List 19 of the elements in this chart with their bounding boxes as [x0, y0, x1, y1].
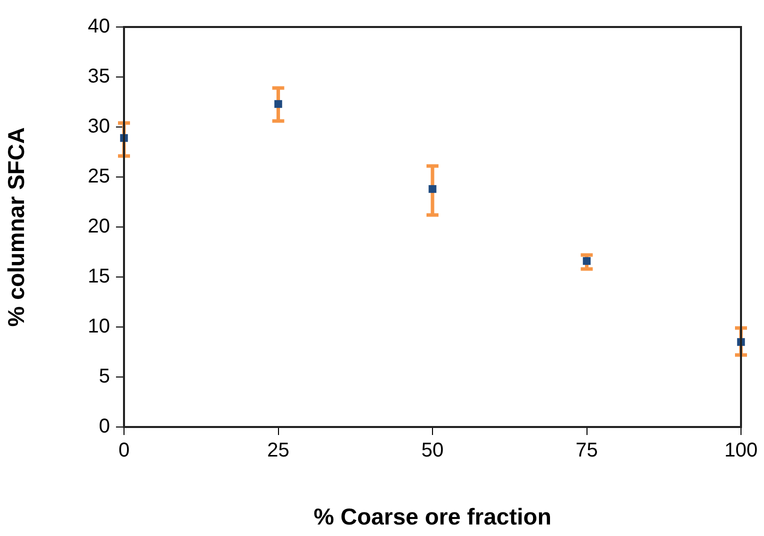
y-tick-label: 35 [88, 66, 110, 88]
x-tick-label: 25 [267, 440, 290, 462]
x-tick-label: 75 [576, 440, 598, 462]
y-tick-label: 25 [88, 166, 110, 188]
y-tick-label: 15 [88, 266, 110, 288]
y-tick-label: 10 [88, 316, 110, 338]
y-tick-label: 30 [88, 116, 110, 138]
y-axis-title: % columnar SFCA [3, 127, 30, 327]
y-tick-label: 40 [88, 16, 110, 38]
point [582, 257, 591, 265]
point [428, 185, 436, 193]
y-tick-label: 0 [98, 416, 110, 438]
y-tick-label: 20 [88, 216, 110, 238]
x-tick-label: 50 [421, 440, 444, 462]
y-tick-label: 5 [98, 366, 110, 388]
point [274, 100, 282, 108]
x-tick-label: 100 [724, 440, 758, 462]
x-axis-title: % Coarse ore fraction [314, 504, 552, 530]
x-tick-label: 0 [118, 440, 130, 462]
